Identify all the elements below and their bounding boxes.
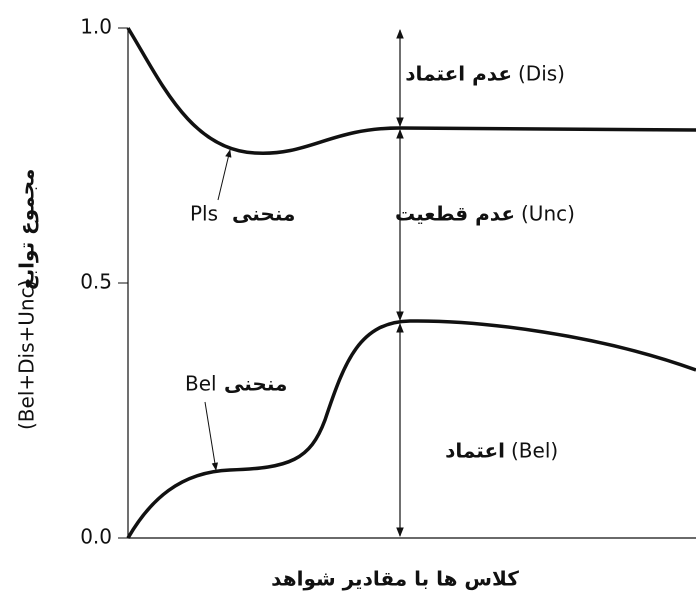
arrow	[217, 149, 232, 201]
region-label: عدم اعتماد	[405, 62, 512, 86]
curve-code: Bel	[185, 372, 217, 396]
tick-label: 1.0	[80, 15, 112, 39]
region-code: (Bel)	[511, 439, 558, 463]
region-code: (Unc)	[521, 202, 575, 226]
tick-label: 0.0	[80, 525, 112, 549]
y-axis-label: (Bel+Dis+Unc)	[15, 280, 39, 430]
curve-code: Pls	[190, 202, 218, 226]
curve-label: منحنی	[224, 372, 287, 396]
pls-curve	[126, 27, 696, 155]
arrow	[204, 401, 219, 471]
y-axis-label: مجموع توابع	[15, 169, 39, 290]
x-axis-label: کلاس ها با مقادیر شواهد	[271, 567, 519, 591]
region-code: (Dis)	[518, 62, 565, 86]
region-label: عدم قطعیت	[395, 202, 515, 226]
tick-label: 0.5	[80, 270, 112, 294]
bel-curve	[126, 319, 696, 539]
region-label: اعتماد	[445, 439, 505, 463]
curve-label: منحنی	[232, 202, 295, 226]
